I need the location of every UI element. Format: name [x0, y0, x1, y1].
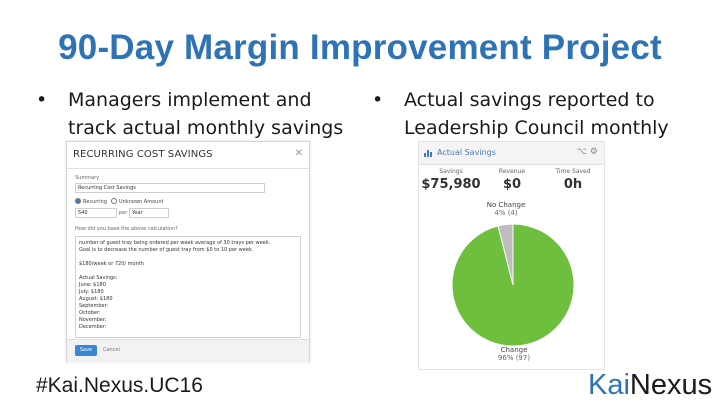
summary-input[interactable]: Recurring Cost Savings — [75, 183, 265, 193]
logo-kai: Kai — [588, 369, 630, 401]
stat-value-savings: $75,980 — [421, 177, 481, 192]
note-line: July: $180 — [79, 289, 104, 295]
bullet-left-line2: track actual monthly savings — [68, 117, 344, 139]
widget-title: Actual Savings — [437, 148, 496, 157]
note-line: December: — [79, 324, 107, 330]
stat-label-revenue: Revenue — [498, 168, 526, 175]
stat-label-savings: Savings — [439, 168, 463, 175]
stat-value-revenue: $0 — [502, 177, 522, 192]
save-button[interactable]: Save — [75, 345, 97, 356]
note-line: November: — [79, 317, 107, 323]
logo-nexus: Nexus — [629, 369, 713, 401]
stat-value-time-saved: 0h — [563, 177, 583, 192]
pie-chart — [451, 223, 575, 347]
dialog-footer: Save Cancel — [67, 339, 309, 362]
event-hashtag: #Kai.Nexus.UC16 — [36, 374, 203, 397]
bullet-dot: • — [372, 89, 384, 111]
bullet-right-line1: Actual savings reported to — [404, 89, 655, 111]
cancel-button[interactable]: Cancel — [103, 347, 120, 353]
bullet-dot: • — [36, 89, 48, 111]
radio-empty-icon — [111, 198, 117, 204]
radio-recurring-label: Recurring — [83, 199, 107, 205]
close-icon[interactable]: ✕ — [294, 148, 303, 159]
note-line: August: $180 — [79, 296, 113, 302]
pie-value-no-change: 4% (4) — [494, 209, 518, 217]
radio-unknown-amount[interactable]: Unknown Amount — [111, 198, 163, 205]
kainexus-logo: KaiNexus — [588, 369, 712, 402]
widget-header: Actual Savings ⌥ ⚙ — [419, 142, 604, 165]
note-line: September: — [79, 303, 109, 309]
calculation-label: How did you base the above calculation? — [75, 226, 178, 232]
pie-value-change: 96% (97) — [497, 354, 531, 362]
note-line: October: — [79, 310, 101, 316]
calculation-textarea[interactable]: number of guest tray being ordered per w… — [75, 236, 301, 338]
dialog-header: RECURRING COST SAVINGS ✕ — [67, 142, 309, 169]
note-line: number of guest tray being ordered per w… — [79, 240, 271, 246]
bullet-right-line2: Leadership Council monthly — [404, 117, 669, 139]
radio-selected-icon — [75, 198, 81, 204]
note-line: Goal is to decrease the number of guest … — [79, 247, 254, 253]
settings-icon[interactable]: ⌥ ⚙ — [576, 147, 598, 157]
slide-title: 90-Day Margin Improvement Project — [58, 28, 662, 67]
note-line: $180/week or 720/ month — [79, 261, 144, 267]
period-select[interactable]: Year — [129, 208, 169, 218]
actual-savings-widget: Actual Savings ⌥ ⚙ Savings $75,980 Reven… — [418, 141, 605, 370]
period-value: Year — [132, 210, 143, 216]
radio-recurring[interactable]: Recurring — [75, 198, 107, 205]
recurring-cost-savings-dialog: RECURRING COST SAVINGS ✕ Summary Recurri… — [66, 141, 310, 362]
summary-label: Summary — [75, 175, 100, 181]
radio-unknown-label: Unknown Amount — [119, 199, 164, 205]
note-line: Actual Savings: — [79, 275, 118, 281]
bar-chart-icon — [424, 150, 432, 157]
amount-input[interactable]: 540 — [75, 208, 117, 218]
stat-label-time-saved: Time Saved — [555, 168, 591, 175]
dialog-title: RECURRING COST SAVINGS — [73, 149, 213, 160]
pie-label-change: Change — [500, 346, 528, 354]
pie-slice-change — [451, 223, 575, 347]
per-label: per — [119, 210, 128, 216]
pie-label-no-change: No Change — [486, 201, 526, 209]
bullet-left-line1: Managers implement and — [68, 89, 312, 111]
note-line: June: $180 — [79, 282, 106, 288]
